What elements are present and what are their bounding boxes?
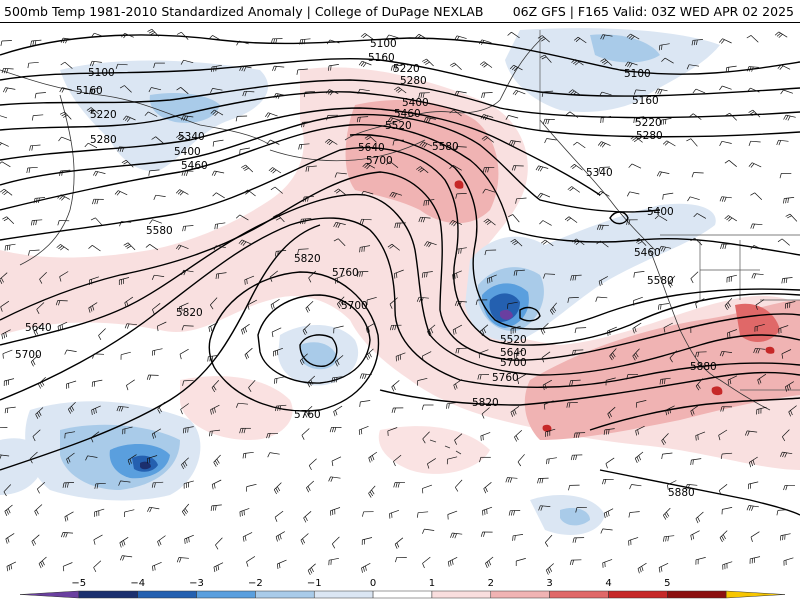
contour-label: 5100	[370, 38, 397, 50]
contour-label: 5700	[366, 155, 393, 167]
contour-label: 5280	[400, 75, 427, 87]
colorbar-swatch	[550, 591, 609, 598]
colorbar-tick-labels: −5 −4 −3 −2 −1 0 1 2 3 4 5	[71, 578, 670, 589]
colorbar-swatch	[138, 591, 197, 598]
contour-label: 5580	[647, 275, 674, 287]
map-title: 500mb Temp 1981-2010 Standardized Anomal…	[4, 4, 483, 19]
contour-label: 5160	[368, 52, 395, 64]
contour-label: 5820	[176, 307, 203, 319]
contour-label: 5280	[636, 130, 663, 142]
colorbar-tick-label: −1	[307, 578, 322, 589]
colorbar-swatch	[373, 591, 432, 598]
colorbar-swatch	[491, 591, 550, 598]
contour-label: 5820	[472, 397, 499, 409]
colorbar-swatch	[255, 591, 314, 598]
contour-label: 5580	[432, 141, 459, 153]
contour-label: 5520	[500, 334, 527, 346]
colorbar-swatch	[667, 591, 726, 598]
contour-label: 5760	[492, 372, 519, 384]
map-header: 500mb Temp 1981-2010 Standardized Anomal…	[0, 0, 800, 23]
contour-label: 5220	[90, 109, 117, 121]
contour-label: 5460	[634, 247, 661, 259]
colorbar-tick-label: 0	[370, 578, 376, 589]
colorbar-tick-label: −2	[248, 578, 263, 589]
colorbar-swatch	[314, 591, 373, 598]
contour-label: 5460	[181, 160, 208, 172]
contour-label: 5640	[358, 142, 385, 154]
colorbar-tick-label: −3	[189, 578, 204, 589]
contour-label: 5820	[294, 253, 321, 265]
colorbar-swatch	[726, 591, 785, 598]
colorbar-swatch	[432, 591, 491, 598]
contour-label: 5340	[586, 167, 613, 179]
contour-label: 5220	[635, 117, 662, 129]
colorbar-swatch	[197, 591, 256, 598]
colorbar-tick-label: 2	[488, 578, 494, 589]
map-canvas: 5100 5100 5100 5160 5160 5160 5220 5220 …	[0, 23, 800, 575]
contour-label: 5580	[146, 225, 173, 237]
colorbar-tick-label: 5	[664, 578, 670, 589]
contour-label: 5100	[624, 68, 651, 80]
contour-label: 5700	[341, 300, 368, 312]
colorbar-graphic: −5 −4 −3 −2 −1 0 1 2 3 4 5	[0, 575, 800, 600]
colorbar-tick-label: −4	[130, 578, 145, 589]
contour-label: 5160	[632, 95, 659, 107]
contour-label: 5880	[668, 487, 695, 499]
colorbar-swatch	[608, 591, 667, 598]
colorbar-tick-label: −5	[71, 578, 86, 589]
contour-label: 5280	[90, 134, 117, 146]
contour-label: 5400	[174, 146, 201, 158]
weather-map: 5100 5100 5100 5160 5160 5160 5220 5220 …	[0, 23, 800, 575]
contour-label: 5700	[500, 357, 527, 369]
contour-label: 5520	[385, 120, 412, 132]
colorbar-swatch	[79, 591, 138, 598]
colorbar-tick-label: 3	[546, 578, 552, 589]
colorbar-tick-label: 1	[429, 578, 435, 589]
contour-label: 5100	[88, 67, 115, 79]
model-run-info: 06Z GFS | F165 Valid: 03Z WED APR 02 202…	[513, 4, 794, 19]
contour-label: 5880	[690, 361, 717, 373]
contour-label: 5760	[294, 409, 321, 421]
contour-label: 5400	[647, 206, 674, 218]
contour-label: 5220	[393, 63, 420, 75]
contour-label: 5700	[15, 349, 42, 361]
colorbar: −5 −4 −3 −2 −1 0 1 2 3 4 5	[0, 575, 800, 600]
contour-label: 5640	[25, 322, 52, 334]
colorbar-tick-label: 4	[605, 578, 611, 589]
colorbar-swatches	[20, 591, 785, 598]
contour-label: 5760	[332, 267, 359, 279]
colorbar-swatch	[20, 591, 79, 598]
contour-label: 5340	[178, 131, 205, 143]
contour-label: 5460	[394, 108, 421, 120]
contour-label: 5160	[76, 85, 103, 97]
